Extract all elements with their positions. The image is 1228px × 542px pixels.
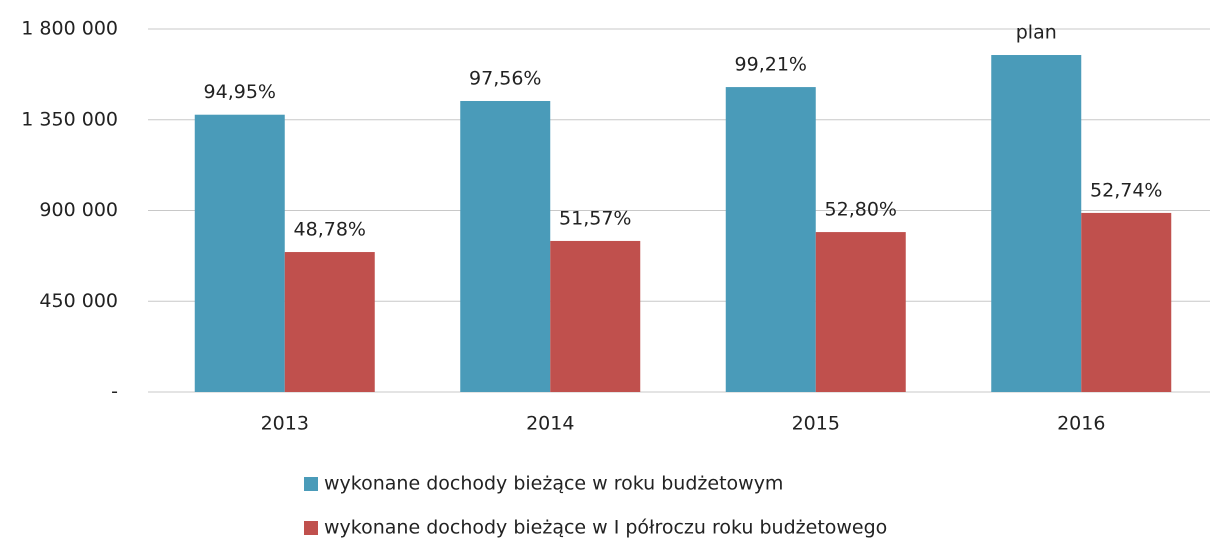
legend-label: wykonane dochody bieżące w roku budżetow… [324,473,783,495]
bar-annotation: 94,95% [204,81,276,103]
bar-annotation: 48,78% [294,219,366,241]
bar [1081,212,1172,392]
legend-swatch [304,521,318,535]
bar [194,114,285,392]
legend-swatch [304,477,318,491]
legend-label: wykonane dochody bieżące w I półroczu ro… [324,517,887,539]
y-tick-label: 900 000 [39,199,118,221]
bar [460,100,551,393]
bar-annotation: 52,74% [1090,179,1162,201]
bar-annotation: 97,56% [469,67,541,89]
y-tick-label: - [111,381,118,403]
bar-annotation: plan [1016,22,1057,44]
x-tick-label: 2016 [1057,413,1105,435]
x-tick-label: 2015 [792,413,840,435]
bar [815,232,906,392]
y-tick-label: 450 000 [39,290,118,312]
bar [991,55,1082,392]
bar-annotation: 99,21% [735,54,807,76]
x-tick-label: 2013 [261,413,309,435]
bar-annotation: 51,57% [559,207,631,229]
bar-annotation: 52,80% [825,199,897,221]
bar [284,252,375,392]
x-tick-label: 2014 [526,413,574,435]
bar [550,240,641,392]
y-tick-label: 1 350 000 [21,108,118,130]
bar [725,87,816,392]
y-tick-label: 1 800 000 [21,18,118,40]
